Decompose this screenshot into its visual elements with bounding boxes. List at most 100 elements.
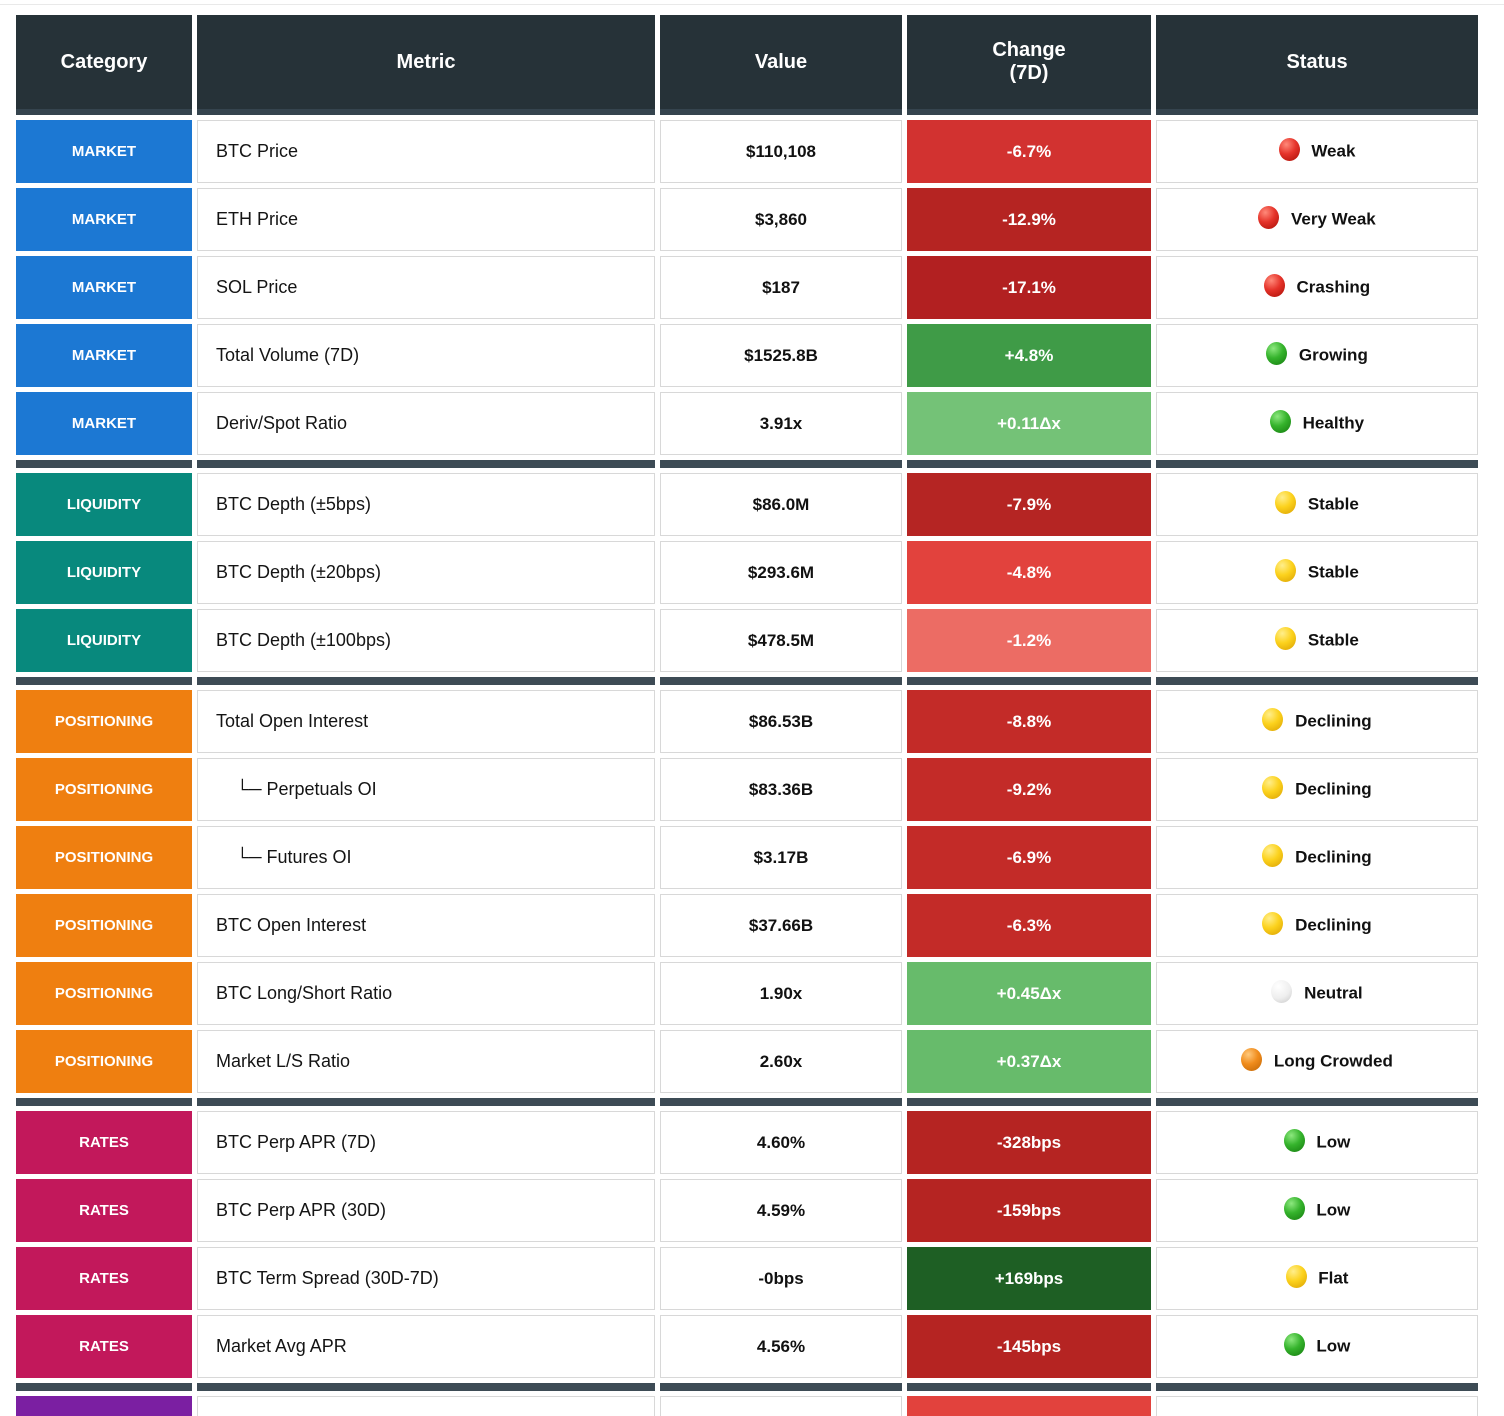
status-dot-icon: [1283, 1129, 1305, 1152]
value-cell: $83.36B: [660, 758, 902, 821]
status-label: Declining: [1295, 847, 1372, 867]
change-cell: [907, 1396, 1151, 1416]
value-cell: 4.60%: [660, 1111, 902, 1174]
change-cell: +0.11Δx: [907, 392, 1151, 455]
page-top-divider: [0, 4, 1504, 5]
metric-cell: Market Avg APR: [197, 1315, 655, 1378]
change-cell: +4.8%: [907, 324, 1151, 387]
table-row: LIQUIDITY BTC Depth (±20bps) $293.6M -4.…: [16, 541, 1478, 604]
status-dot-icon: [1263, 274, 1285, 297]
status-cell: Very Weak: [1156, 188, 1478, 251]
status-label: Flat: [1318, 1268, 1349, 1288]
category-badge: POSITIONING: [16, 758, 192, 821]
status-cell: Low: [1156, 1315, 1478, 1378]
status-cell: Declining: [1156, 758, 1478, 821]
status-cell: Flat: [1156, 1247, 1478, 1310]
status-label: Stable: [1307, 630, 1359, 650]
column-header-category: Category: [16, 15, 192, 115]
status-dot-icon: [1262, 776, 1284, 799]
status-dot-icon: [1283, 1197, 1305, 1220]
category-badge: MARKET: [16, 256, 192, 319]
column-header-metric: Metric: [197, 15, 655, 115]
status-cell: Low: [1156, 1179, 1478, 1242]
change-cell: -9.2%: [907, 758, 1151, 821]
category-badge: POSITIONING: [16, 962, 192, 1025]
value-cell: $86.53B: [660, 690, 902, 753]
status-dot-icon: [1266, 342, 1288, 365]
metric-cell: Deriv/Spot Ratio: [197, 392, 655, 455]
status-dot-icon: [1275, 491, 1297, 514]
section-separator: [16, 1098, 1478, 1106]
table-row: POSITIONING └─ Futures OI $3.17B -6.9% D…: [16, 826, 1478, 889]
metric-cell: BTC Price: [197, 120, 655, 183]
status-dot-icon: [1258, 206, 1280, 229]
value-cell: $3.17B: [660, 826, 902, 889]
category-badge: POSITIONING: [16, 894, 192, 957]
status-cell: Stable: [1156, 609, 1478, 672]
metric-cell: └─ Futures OI: [197, 826, 655, 889]
table-header: Category Metric Value Change (7D) Status: [16, 15, 1478, 115]
category-badge: RATES: [16, 1111, 192, 1174]
status-label: Growing: [1298, 345, 1368, 365]
value-cell: $86.0M: [660, 473, 902, 536]
value-cell: $110,108: [660, 120, 902, 183]
table-row: MARKET Total Volume (7D) $1525.8B +4.8% …: [16, 324, 1478, 387]
status-cell: Growing: [1156, 324, 1478, 387]
table-row: POSITIONING BTC Long/Short Ratio 1.90x +…: [16, 962, 1478, 1025]
status-label: Healthy: [1302, 413, 1365, 433]
value-cell: $187: [660, 256, 902, 319]
status-label: Low: [1316, 1132, 1351, 1152]
status-dot-icon: [1278, 138, 1300, 161]
category-badge: LIQUIDITY: [16, 609, 192, 672]
value-cell: 4.59%: [660, 1179, 902, 1242]
status-cell: Declining: [1156, 826, 1478, 889]
value-cell: $478.5M: [660, 609, 902, 672]
change-cell: +0.37Δx: [907, 1030, 1151, 1093]
status-cell: Crashing: [1156, 256, 1478, 319]
change-cell: -6.9%: [907, 826, 1151, 889]
change-cell: +0.45Δx: [907, 962, 1151, 1025]
value-cell: 2.60x: [660, 1030, 902, 1093]
table-row: MARKET Deriv/Spot Ratio 3.91x +0.11Δx He…: [16, 392, 1478, 455]
metric-cell: SOL Price: [197, 256, 655, 319]
value-cell: 3.91x: [660, 392, 902, 455]
status-label: Stable: [1307, 562, 1359, 582]
category-badge: [16, 1396, 192, 1416]
status-dot-icon: [1275, 627, 1297, 650]
change-cell: -159bps: [907, 1179, 1151, 1242]
status-cell: Healthy: [1156, 392, 1478, 455]
metric-cell: BTC Depth (±5bps): [197, 473, 655, 536]
category-badge: MARKET: [16, 324, 192, 387]
change-cell: -328bps: [907, 1111, 1151, 1174]
table-row: MARKET SOL Price $187 -17.1% Crashing: [16, 256, 1478, 319]
status-dot-icon: [1241, 1048, 1263, 1071]
column-header-value: Value: [660, 15, 902, 115]
category-badge: MARKET: [16, 392, 192, 455]
status-dot-icon: [1285, 1265, 1307, 1288]
category-badge: MARKET: [16, 188, 192, 251]
metric-cell: BTC Term Spread (30D-7D): [197, 1247, 655, 1310]
table-row: RATES Market Avg APR 4.56% -145bps Low: [16, 1315, 1478, 1378]
status-cell: Declining: [1156, 894, 1478, 957]
status-dot-icon: [1269, 410, 1291, 433]
metric-cell: BTC Depth (±20bps): [197, 541, 655, 604]
change-cell: -4.8%: [907, 541, 1151, 604]
status-label: Very Weak: [1290, 209, 1376, 229]
table-row: [16, 1396, 1478, 1416]
value-cell: 4.56%: [660, 1315, 902, 1378]
table-row: POSITIONING Total Open Interest $86.53B …: [16, 690, 1478, 753]
section-separator: [16, 1383, 1478, 1391]
change-cell: -12.9%: [907, 188, 1151, 251]
table-row: MARKET ETH Price $3,860 -12.9% Very Weak: [16, 188, 1478, 251]
metric-cell: Market L/S Ratio: [197, 1030, 655, 1093]
status-dot-icon: [1262, 912, 1284, 935]
table-row: LIQUIDITY BTC Depth (±5bps) $86.0M -7.9%…: [16, 473, 1478, 536]
metric-cell: └─ Perpetuals OI: [197, 758, 655, 821]
status-cell: Declining: [1156, 690, 1478, 753]
table-row: POSITIONING BTC Open Interest $37.66B -6…: [16, 894, 1478, 957]
status-dot-icon: [1271, 980, 1293, 1003]
table-row: MARKET BTC Price $110,108 -6.7% Weak: [16, 120, 1478, 183]
status-dot-icon: [1262, 708, 1284, 731]
change-cell: -8.8%: [907, 690, 1151, 753]
category-badge: POSITIONING: [16, 826, 192, 889]
